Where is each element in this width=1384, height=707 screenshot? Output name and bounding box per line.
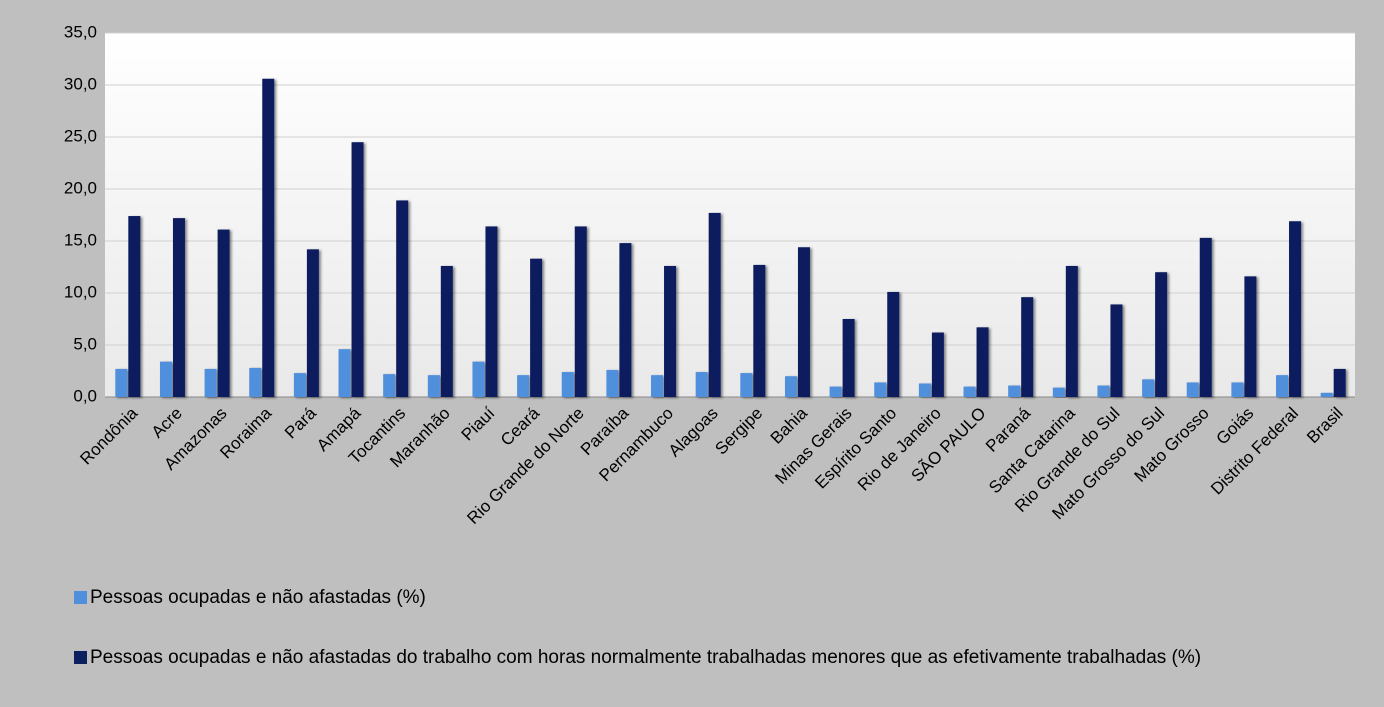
bar bbox=[306, 249, 319, 397]
bar bbox=[887, 291, 900, 397]
bar bbox=[1110, 304, 1123, 397]
bar bbox=[249, 367, 262, 397]
bar bbox=[1142, 379, 1155, 397]
bar bbox=[1065, 265, 1078, 397]
bar bbox=[128, 216, 141, 397]
bar bbox=[1333, 368, 1346, 397]
bar bbox=[115, 368, 128, 397]
bar bbox=[561, 372, 574, 397]
x-tick-label: Rondônia bbox=[76, 403, 141, 468]
bar bbox=[1097, 385, 1110, 397]
x-tick-label: Sergipe bbox=[711, 404, 766, 459]
y-tick-label: 35,0 bbox=[64, 22, 97, 41]
bar bbox=[651, 375, 664, 397]
bar bbox=[606, 369, 619, 397]
bar bbox=[217, 229, 230, 397]
bar bbox=[1244, 276, 1257, 397]
bar bbox=[797, 247, 810, 397]
legend-label: Pessoas ocupadas e não afastadas do trab… bbox=[90, 647, 1202, 668]
bar bbox=[976, 327, 989, 397]
bar bbox=[753, 264, 766, 397]
x-tick-label: Alagoas bbox=[665, 404, 722, 461]
bar bbox=[351, 142, 364, 397]
bar bbox=[740, 373, 753, 397]
bar bbox=[517, 375, 530, 397]
bar bbox=[1199, 237, 1212, 397]
legend-label: Pessoas ocupadas e não afastadas (%) bbox=[90, 587, 426, 608]
bar bbox=[1008, 385, 1021, 397]
bar bbox=[931, 332, 944, 397]
legend-swatch bbox=[74, 591, 87, 604]
bar bbox=[262, 78, 275, 397]
plot-area bbox=[105, 33, 1355, 397]
bar bbox=[1231, 382, 1244, 397]
bar bbox=[1021, 297, 1034, 397]
bar bbox=[708, 212, 721, 397]
bar bbox=[1186, 382, 1199, 397]
bar bbox=[574, 226, 587, 397]
x-tick-label: Piauí bbox=[458, 403, 499, 444]
y-tick-label: 25,0 bbox=[64, 126, 97, 145]
bar bbox=[293, 373, 306, 397]
bar bbox=[842, 319, 855, 397]
bar bbox=[1289, 221, 1302, 397]
y-tick-label: 30,0 bbox=[64, 74, 97, 93]
bar bbox=[204, 368, 217, 397]
bar bbox=[396, 200, 409, 397]
bar bbox=[1320, 392, 1333, 397]
y-tick-label: 15,0 bbox=[64, 230, 97, 249]
bar bbox=[427, 375, 440, 397]
bar bbox=[1276, 375, 1289, 397]
legend-item: Pessoas ocupadas e não afastadas (%) bbox=[74, 586, 1314, 610]
y-tick-label: 10,0 bbox=[64, 282, 97, 301]
bar bbox=[784, 376, 797, 397]
legend: Pessoas ocupadas e não afastadas (%) Pess… bbox=[74, 586, 1314, 706]
y-tick-label: 5,0 bbox=[73, 334, 97, 353]
bar bbox=[472, 361, 485, 397]
bar bbox=[874, 382, 887, 397]
bar bbox=[530, 258, 543, 397]
y-tick-label: 0,0 bbox=[73, 386, 97, 405]
bar bbox=[172, 218, 185, 397]
bar bbox=[383, 374, 396, 397]
legend-item: Pessoas ocupadas e não afastadas do trab… bbox=[74, 646, 1314, 670]
x-tick-label: Brasil bbox=[1303, 404, 1346, 447]
bar bbox=[1052, 387, 1065, 397]
bar bbox=[963, 386, 976, 397]
chart-svg: 0,0 5,0 10,0 15,0 20,0 25,0 30,0 35,0 Rondônia Ac… bbox=[64, 22, 1355, 528]
bar bbox=[918, 383, 931, 397]
bar bbox=[440, 265, 453, 397]
bar bbox=[829, 386, 842, 397]
x-tick-label: Acre bbox=[148, 404, 186, 442]
bar bbox=[619, 243, 632, 397]
x-tick-label: Pará bbox=[281, 403, 320, 442]
bar bbox=[338, 349, 351, 397]
bar bbox=[159, 361, 172, 397]
y-tick-label: 20,0 bbox=[64, 178, 97, 197]
legend-swatch bbox=[74, 651, 87, 664]
bar bbox=[695, 372, 708, 397]
bar bbox=[485, 226, 498, 397]
bar bbox=[1155, 272, 1168, 397]
bar bbox=[664, 265, 677, 397]
